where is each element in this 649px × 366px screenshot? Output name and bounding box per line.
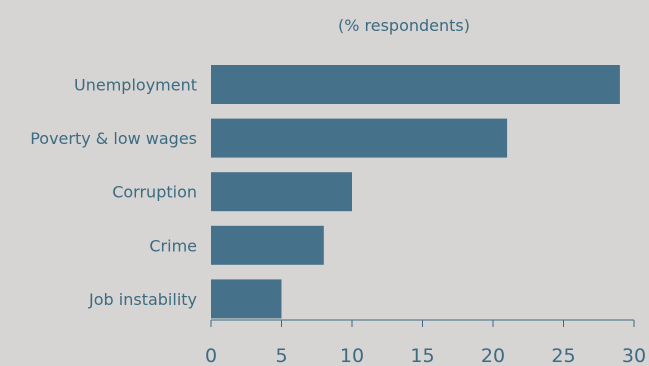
category-label: Unemployment xyxy=(74,76,197,95)
x-tick-label: 5 xyxy=(275,345,287,366)
x-tick-label: 25 xyxy=(551,345,575,366)
bar-poverty-low-wages xyxy=(211,118,508,158)
bar-crime xyxy=(211,225,324,265)
bar-corruption xyxy=(211,172,352,212)
x-axis: 0 5 10 15 20 25 30 xyxy=(205,319,646,366)
x-tick-label: 20 xyxy=(481,345,505,366)
chart-title: (% respondents) xyxy=(338,16,470,35)
x-tick-label: 10 xyxy=(340,345,364,366)
category-label: Corruption xyxy=(112,183,197,202)
category-label: Crime xyxy=(149,236,197,255)
x-tick-label: 15 xyxy=(410,345,434,366)
x-tick-label: 0 xyxy=(205,345,217,366)
category-labels-group: Unemployment Poverty & low wages Corruptio… xyxy=(30,76,197,309)
bar-unemployment xyxy=(211,65,620,104)
x-tick-label: 30 xyxy=(622,345,646,366)
category-label: Job instability xyxy=(88,290,197,309)
bar-job-instability xyxy=(211,279,282,319)
category-label: Poverty & low wages xyxy=(30,129,197,148)
bars-group xyxy=(211,65,620,319)
